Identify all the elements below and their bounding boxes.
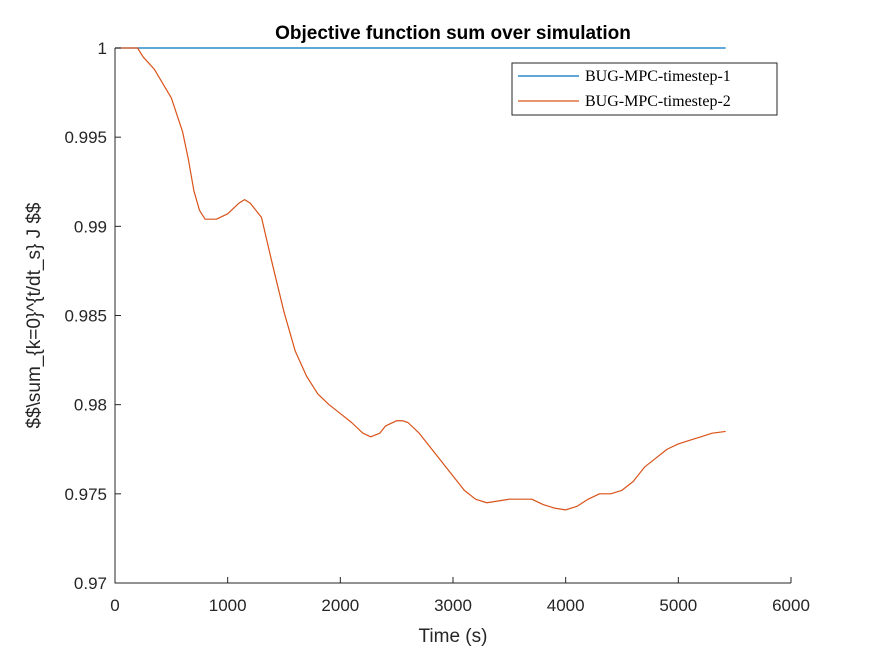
y-tick-label: 0.98 — [74, 396, 107, 415]
series-layer — [115, 47, 726, 511]
legend-box — [511, 62, 778, 116]
x-axis-ticks: 0 1000 2000 3000 4000 5000 6000 — [110, 577, 810, 615]
x-tick-label: 6000 — [772, 596, 810, 615]
y-tick-label: 1 — [98, 39, 107, 58]
y-tick-label: 0.975 — [64, 485, 107, 504]
y-tick-label: 0.97 — [74, 574, 107, 593]
legend: BUG-MPC-timestep-1 BUG-MPC-timestep-2 — [511, 62, 778, 116]
y-axis-ticks: 0.97 0.975 0.98 0.985 0.99 0.995 1 — [64, 39, 121, 593]
x-tick-label: 2000 — [321, 596, 359, 615]
x-tick-label: 0 — [110, 596, 119, 615]
x-tick-label: 3000 — [434, 596, 472, 615]
chart-title: Objective function sum over simulation — [275, 23, 631, 44]
y-tick-label: 0.995 — [64, 128, 107, 147]
series-line-2 — [115, 47, 726, 511]
legend-label-1: BUG-MPC-timestep-1 — [585, 68, 731, 85]
y-tick-label: 0.99 — [74, 217, 107, 236]
y-tick-label: 0.985 — [64, 307, 107, 326]
x-tick-label: 4000 — [547, 596, 585, 615]
legend-label-2: BUG-MPC-timestep-2 — [585, 93, 731, 110]
y-axis-label: $$\sum_{k=0}^{t/dt_s} J $$ — [24, 202, 45, 428]
legend-entries: BUG-MPC-timestep-1 BUG-MPC-timestep-2 — [518, 68, 731, 110]
x-tick-label: 5000 — [659, 596, 697, 615]
plot-area — [115, 48, 791, 583]
x-axis-label: Time (s) — [419, 626, 488, 647]
x-tick-label: 1000 — [209, 596, 247, 615]
